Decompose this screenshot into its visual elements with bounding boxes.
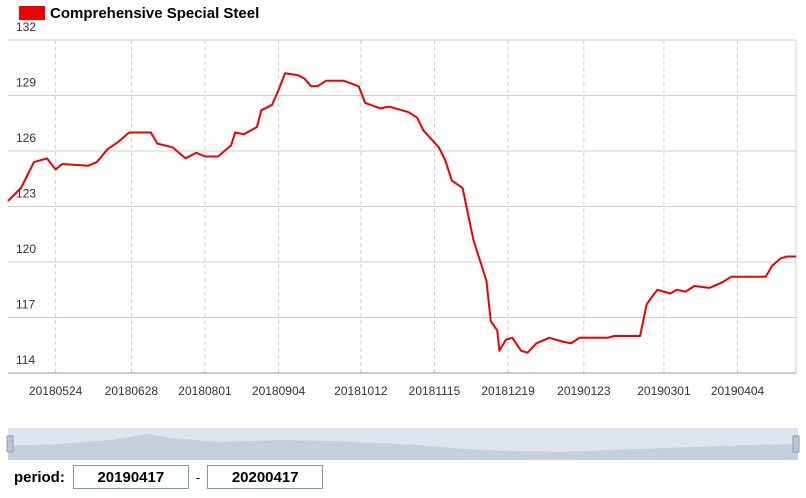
x-tick-label: 20180801	[178, 384, 232, 398]
y-tick-label: 120	[16, 242, 36, 256]
slider-handle-left[interactable]	[6, 435, 14, 453]
x-tick-label: 20190404	[711, 384, 765, 398]
period-label: period:	[14, 468, 65, 486]
line-series	[7, 72, 796, 354]
x-tick-label: 20181012	[334, 384, 388, 398]
y-tick-label: 117	[16, 298, 35, 312]
x-tick-label: 20180904	[252, 384, 306, 398]
y-tick-label: 129	[16, 76, 36, 90]
period-control: period: 20190417 - 20200417	[14, 463, 324, 491]
y-tick-label: 123	[16, 187, 36, 201]
x-tick-label: 20180628	[105, 384, 159, 398]
x-tick-label: 20190123	[557, 384, 611, 398]
x-tick-label: 20181219	[481, 384, 535, 398]
period-start-input[interactable]: 20190417	[72, 465, 189, 489]
grid	[8, 39, 796, 374]
period-end-input[interactable]: 20200417	[207, 465, 324, 489]
chart: Comprehensive Special Steel 114 117 120 123…	[6, 5, 800, 460]
period-separator: -	[195, 469, 201, 485]
slider-preview	[8, 434, 798, 460]
y-tick-label: 132	[16, 20, 36, 34]
legend-swatch	[19, 6, 45, 20]
x-tick-label: 20190301	[637, 384, 691, 398]
x-tick-label: 20180524	[29, 384, 83, 398]
y-tick-label: 114	[16, 353, 35, 367]
slider-handle-right[interactable]	[792, 435, 800, 453]
legend-entry: Comprehensive Special Steel	[50, 5, 259, 22]
x-tick-label: 20181115	[409, 384, 461, 398]
range-slider[interactable]	[6, 428, 800, 460]
y-tick-label: 126	[16, 131, 36, 145]
